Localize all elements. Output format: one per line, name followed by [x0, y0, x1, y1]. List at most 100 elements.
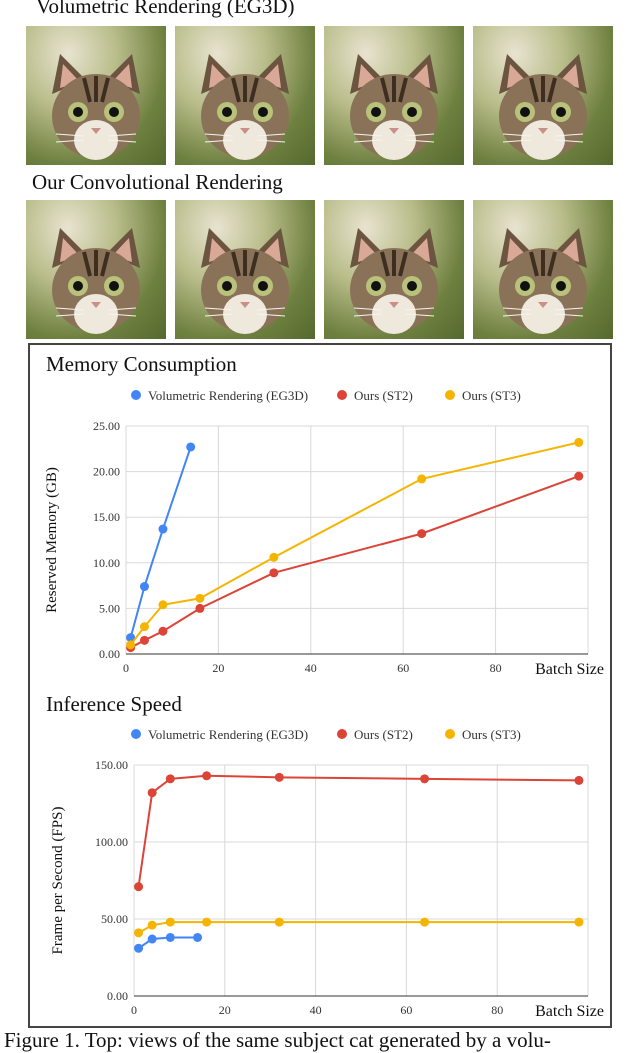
series-line	[130, 475, 580, 649]
data-point	[139, 622, 149, 632]
data-point	[158, 524, 168, 534]
chart-title: Inference Speed	[46, 692, 182, 716]
y-tick-label: 15.00	[93, 510, 120, 524]
y-axis-label: Frame per Second (FPS)	[50, 807, 66, 955]
y-tick-label: 0.00	[107, 989, 128, 1003]
cat-drawing	[499, 54, 587, 160]
data-point	[126, 633, 136, 643]
data-point	[274, 917, 284, 927]
data-point	[147, 788, 157, 798]
y-tick-label: 10.00	[93, 556, 120, 570]
legend-marker	[131, 729, 141, 739]
legend-label: Ours (ST3)	[462, 727, 521, 742]
cat-image	[26, 26, 166, 165]
y-tick-label: 0.00	[99, 647, 120, 661]
cat-image	[473, 200, 613, 339]
x-tick-label: 0	[131, 1003, 137, 1017]
legend-label: Ours (ST2)	[354, 388, 413, 403]
data-point	[193, 932, 203, 942]
x-axis-label: Batch Size	[535, 661, 604, 678]
series-line	[137, 936, 198, 950]
x-axis-label: Batch Size	[535, 1003, 604, 1020]
charts-svg: Memory Consumption Volumetric Rendering (…	[44, 352, 604, 1020]
data-point	[158, 626, 168, 636]
data-point	[139, 635, 149, 645]
x-tick-label: 60	[397, 661, 409, 675]
y-tick-label: 25.00	[93, 419, 120, 433]
y-tick-label: 20.00	[93, 465, 120, 479]
data-point	[417, 474, 427, 484]
chart-panel: Memory Consumption Volumetric Rendering (…	[28, 343, 612, 1028]
legend-marker	[337, 390, 347, 400]
x-tick-label: 20	[219, 1003, 231, 1017]
legend-marker	[131, 390, 141, 400]
series-line	[129, 446, 192, 638]
data-point	[165, 917, 175, 927]
cat-image	[26, 200, 166, 339]
data-point	[574, 471, 584, 481]
cat-drawing	[201, 54, 289, 160]
data-point	[417, 529, 427, 539]
data-point	[147, 920, 157, 930]
legend-label: Ours (ST2)	[354, 727, 413, 742]
data-point	[420, 917, 430, 927]
top-image-row	[26, 26, 613, 165]
legend-label: Ours (ST3)	[462, 388, 521, 403]
data-point	[269, 552, 279, 562]
data-point	[134, 943, 144, 953]
cat-image	[324, 200, 464, 339]
y-tick-label: 5.00	[99, 601, 120, 615]
legend-label: Volumetric Rendering (EG3D)	[148, 388, 308, 403]
cat-image	[473, 26, 613, 165]
figure-caption: Figure 1. Top: views of the same subject…	[4, 1028, 551, 1052]
legend-marker	[445, 729, 455, 739]
x-tick-label: 20	[212, 661, 224, 675]
data-point	[202, 917, 212, 927]
legend-marker	[337, 729, 347, 739]
x-tick-label: 40	[305, 661, 317, 675]
y-axis-label: Reserved Memory (GB)	[44, 467, 60, 613]
chart-title: Memory Consumption	[46, 352, 237, 376]
bottom-image-row	[26, 200, 613, 339]
y-tick-label: 100.00	[95, 835, 128, 849]
data-point	[158, 600, 168, 610]
data-point	[139, 582, 149, 592]
data-point	[165, 932, 175, 942]
cat-drawing	[52, 228, 140, 334]
cat-drawing	[499, 228, 587, 334]
y-tick-label: 50.00	[101, 912, 128, 926]
cat-drawing	[52, 54, 140, 160]
data-point	[420, 774, 430, 784]
data-point	[165, 774, 175, 784]
x-tick-label: 0	[123, 661, 129, 675]
data-point	[134, 928, 144, 938]
data-point	[147, 934, 157, 944]
x-tick-label: 80	[491, 1003, 503, 1017]
x-tick-label: 40	[310, 1003, 322, 1017]
x-tick-label: 60	[400, 1003, 412, 1017]
y-tick-label: 150.00	[95, 758, 128, 772]
data-point	[126, 640, 136, 650]
series-line	[129, 441, 579, 646]
data-point	[195, 603, 205, 613]
top-row-label: Volumetric Rendering (EG3D)	[36, 0, 295, 18]
data-point	[574, 775, 584, 785]
data-point	[274, 772, 284, 782]
data-point	[574, 437, 584, 447]
cat-image	[324, 26, 464, 165]
series-line	[137, 774, 579, 887]
data-point	[134, 882, 144, 892]
data-point	[186, 442, 196, 452]
cat-image	[175, 26, 315, 165]
legend-label: Volumetric Rendering (EG3D)	[148, 727, 308, 742]
data-point	[195, 593, 205, 603]
cat-image	[175, 200, 315, 339]
legend-marker	[445, 390, 455, 400]
bottom-row-label: Our Convolutional Rendering	[32, 170, 283, 194]
data-point	[574, 917, 584, 927]
cat-drawing	[350, 228, 438, 334]
data-point	[269, 568, 279, 578]
x-tick-label: 80	[490, 661, 502, 675]
cat-drawing	[350, 54, 438, 160]
data-point	[202, 771, 212, 781]
